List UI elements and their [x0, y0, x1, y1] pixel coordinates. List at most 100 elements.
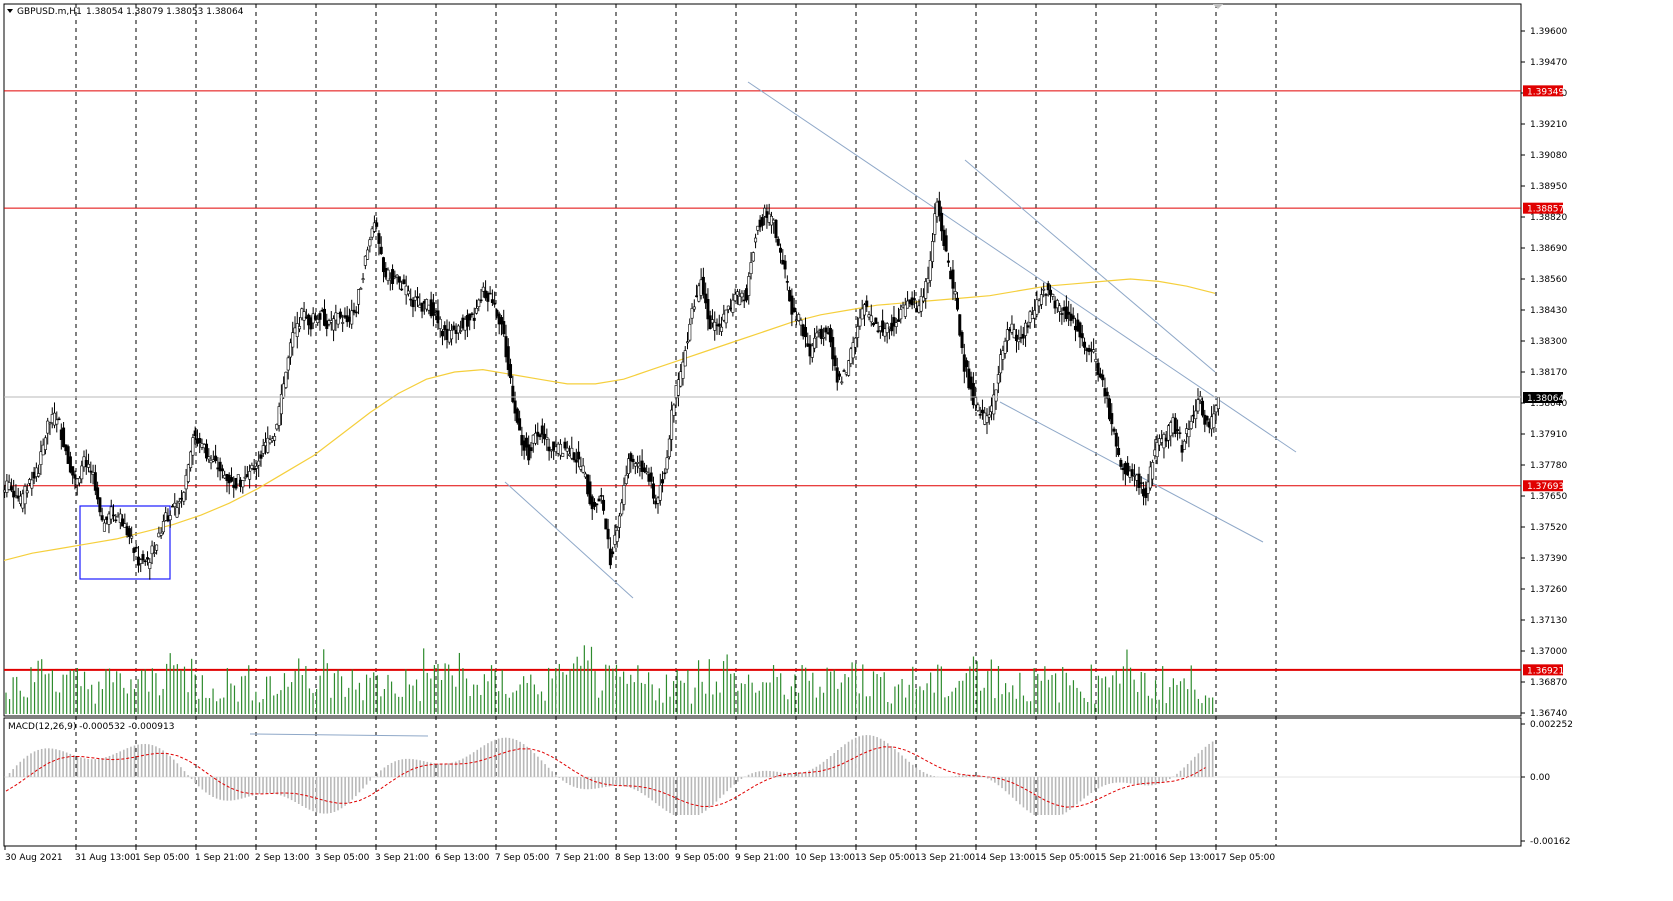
- macd-panel-frame: [3, 717, 1522, 847]
- candle-body: [68, 456, 72, 473]
- candle-body: [999, 354, 1003, 374]
- candle-body: [459, 330, 463, 332]
- candle-body: [813, 337, 817, 349]
- candle-body: [1130, 469, 1134, 477]
- macd-axis: 0.002252 0.00 -0.00162: [1521, 720, 1573, 847]
- candle-body: [452, 325, 456, 330]
- price-tick-label: 1.38820: [1530, 213, 1567, 223]
- candle-body: [1078, 322, 1082, 338]
- candle-body: [159, 532, 163, 536]
- candle-body: [134, 546, 138, 549]
- candle-body: [978, 414, 982, 416]
- candle-body: [84, 459, 88, 468]
- candle-body: [161, 521, 165, 533]
- macd-histogram: [8, 735, 1214, 815]
- candle-body: [921, 296, 925, 302]
- candle-body: [481, 286, 485, 292]
- candle-body: [903, 304, 907, 317]
- candle-body: [450, 329, 454, 340]
- candle-body: [55, 419, 59, 425]
- candle-body: [1126, 462, 1130, 476]
- trend-lines: [249, 81, 1297, 737]
- candle-body: [66, 446, 70, 464]
- candle-body: [670, 409, 674, 440]
- candle-body: [1042, 288, 1046, 291]
- candle-body: [30, 479, 34, 489]
- candle-body: [41, 444, 45, 456]
- candle-body: [400, 288, 404, 291]
- candle-body: [261, 445, 265, 454]
- candle-body: [565, 447, 569, 452]
- candle-body: [341, 322, 345, 324]
- candle-body: [1067, 311, 1071, 315]
- candle-body: [229, 477, 233, 482]
- candle-body: [409, 298, 413, 301]
- candle-body: [175, 507, 179, 518]
- candle-body: [43, 437, 47, 450]
- candle-body: [1044, 294, 1048, 296]
- time-tick-label: 15 Sep 05:00: [1035, 853, 1095, 863]
- candle-body: [1189, 420, 1193, 429]
- candle-body: [379, 246, 383, 254]
- candle-body: [876, 330, 880, 333]
- candle-body: [411, 299, 415, 308]
- candle-body: [1071, 315, 1075, 320]
- candle-body: [733, 293, 737, 301]
- candle-body: [402, 279, 406, 285]
- candle-body: [980, 409, 984, 414]
- candle-body: [468, 313, 472, 321]
- candle-body: [220, 468, 224, 472]
- price-tick-label: 1.39080: [1530, 151, 1567, 161]
- time-tick-label: 3 Sep 21:00: [375, 853, 430, 863]
- candle-body: [436, 310, 440, 324]
- selection-box[interactable]: [79, 505, 171, 580]
- candle-body: [974, 397, 978, 406]
- candle-body: [413, 296, 417, 301]
- candle-body: [241, 480, 245, 488]
- candle-body: [1094, 358, 1098, 362]
- candle-body: [298, 326, 302, 330]
- candle-body: [350, 310, 354, 325]
- candle-body: [152, 552, 156, 554]
- candle-body: [1205, 415, 1209, 421]
- candle-body: [518, 418, 522, 431]
- level-tag-text: 1.36921: [1527, 666, 1564, 676]
- candle-body: [779, 247, 783, 253]
- candle-body: [279, 394, 283, 415]
- time-tick-label: 8 Sep 13:00: [615, 853, 670, 863]
- candle-body: [495, 309, 499, 317]
- chart-shift-marker-icon[interactable]: [1213, 4, 1223, 9]
- candle-body: [640, 460, 644, 472]
- candle-body: [214, 455, 218, 462]
- candle-body: [615, 530, 619, 542]
- candle-body: [37, 473, 41, 477]
- candle-body: [322, 308, 326, 326]
- candle-body: [701, 276, 705, 295]
- candle-body: [822, 336, 826, 339]
- candle-body: [57, 418, 61, 421]
- price-tick-label: 1.38430: [1530, 306, 1567, 316]
- macd-signal-line: [5, 746, 1206, 808]
- time-tick-label: 16 Sep 13:00: [1155, 853, 1215, 863]
- candle-body: [892, 317, 896, 327]
- candle-body: [1001, 350, 1005, 360]
- candle-body: [735, 291, 739, 296]
- candle-body: [352, 309, 356, 313]
- candle-body: [191, 437, 195, 456]
- candle-body: [386, 269, 390, 281]
- candle-body: [617, 515, 621, 528]
- candle-body: [692, 306, 696, 310]
- candle-body: [996, 374, 1000, 384]
- price-tick-label: 1.37650: [1530, 492, 1567, 502]
- candle-body: [622, 485, 626, 505]
- candle-body: [965, 360, 969, 368]
- candle-body: [1096, 362, 1100, 375]
- candle-body: [359, 288, 363, 290]
- candle-body: [558, 443, 562, 456]
- candle-body: [710, 319, 714, 324]
- candle-body: [851, 342, 855, 359]
- dropdown-triangle-icon[interactable]: [7, 9, 13, 13]
- candle-body: [1083, 341, 1087, 348]
